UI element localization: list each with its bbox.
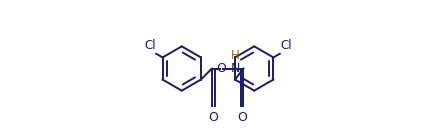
Text: N: N <box>231 62 241 75</box>
Text: Cl: Cl <box>280 39 292 52</box>
Text: O: O <box>237 112 247 124</box>
Text: O: O <box>216 62 226 75</box>
Text: Cl: Cl <box>144 39 155 52</box>
Text: H: H <box>231 49 239 62</box>
Text: O: O <box>209 112 218 124</box>
